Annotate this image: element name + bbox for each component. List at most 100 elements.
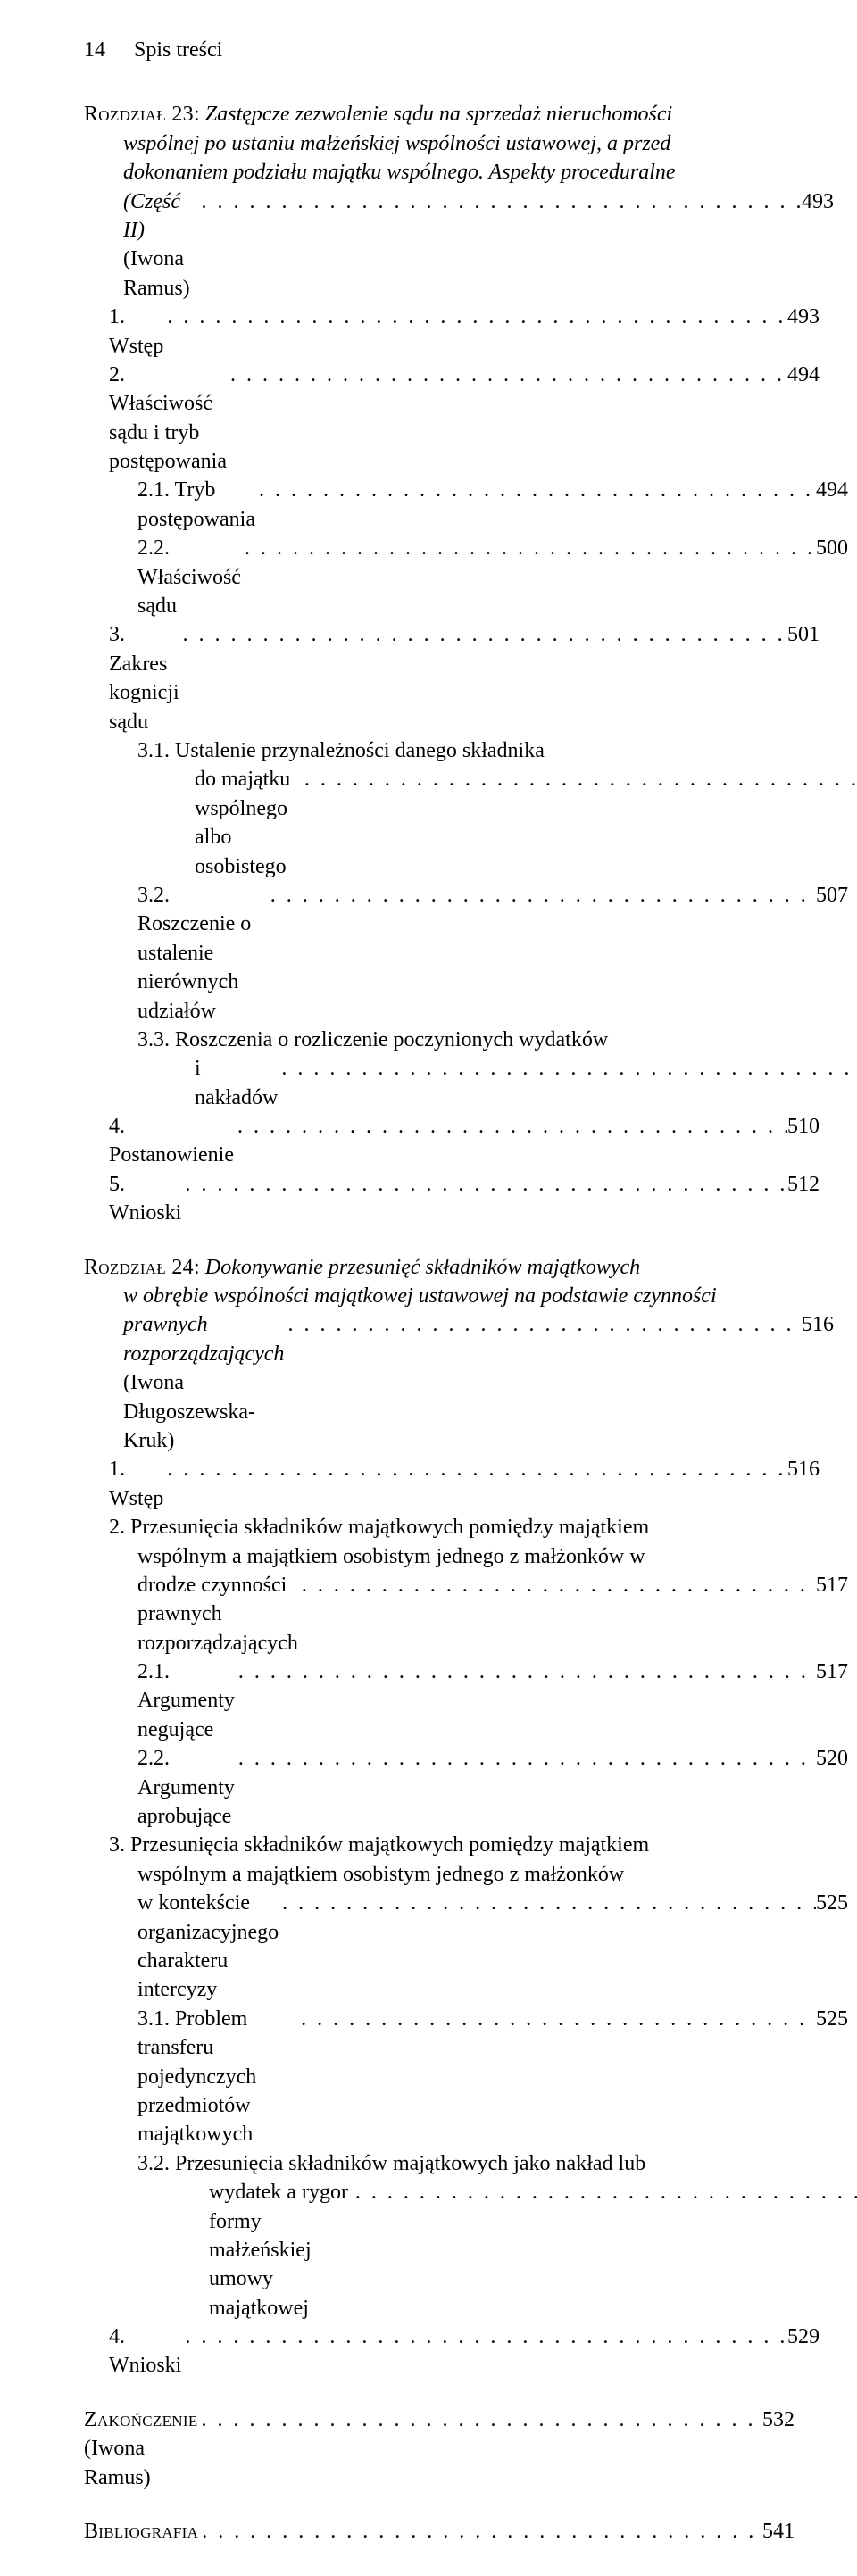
toc-entry: wydatek a rygor formy małżeńskiej umowy … [84, 2178, 857, 2323]
toc-text: 2. Właściwość sądu i tryb postępowania [109, 361, 227, 477]
toc-leader: . . . . . . . . . . . . . . . . . . . . … [278, 1054, 857, 1083]
chapter-title-line: w obrębie wspólności majątkowej ustawowe… [84, 1282, 795, 1310]
toc-entry: 1. Wstęp . . . . . . . . . . . . . . . .… [84, 1455, 820, 1513]
toc-text: 1. Wstęp [109, 303, 163, 361]
toc-entry: 3.1. Problem transferu pojedynczych prze… [84, 2005, 848, 2149]
toc-text: wydatek a rygor formy małżeńskiej umowy … [209, 2178, 352, 2323]
toc-leader: . . . . . . . . . . . . . . . . . . . . … [279, 1889, 816, 1917]
toc-text: 4. Wnioski [109, 2323, 181, 2381]
toc-page-number: 517 [816, 1658, 848, 1686]
toc-page-number: 493 [787, 303, 820, 331]
chapter-title-part: (Część II) [123, 190, 180, 242]
toc-leader: . . . . . . . . . . . . . . . . . . . . … [284, 1310, 802, 1339]
toc-entry: i nakładów . . . . . . . . . . . . . . .… [84, 1054, 857, 1112]
toc-page-number: 494 [787, 361, 820, 389]
toc-entry: 2. Właściwość sądu i tryb postępowania .… [84, 361, 820, 477]
toc-text: 2.1. Tryb postępowania [137, 476, 255, 534]
toc-leader: . . . . . . . . . . . . . . . . . . . . … [163, 303, 787, 331]
bibliography-label: Bibliografia [84, 2517, 198, 2546]
toc-page-number: 501 [787, 620, 820, 649]
toc-page-number: 512 [787, 1170, 820, 1199]
toc-leader: . . . . . . . . . . . . . . . . . . . . … [255, 476, 816, 504]
chapter-23-title: Rozdział 23: Zastępcze zezwolenie sądu n… [84, 100, 795, 303]
toc-entry-multiline: wspólnym a majątkiem osobistym jednego z… [84, 1542, 795, 1571]
chapter-label: Rozdział 23: [84, 103, 200, 126]
chapter-author: (Iwona Długoszewska-Kruk) [123, 1371, 255, 1452]
toc-entry-multiline: 3.3. Roszczenia o rozliczenie poczyniony… [84, 1026, 795, 1054]
toc-entry: 4. Postanowienie . . . . . . . . . . . .… [84, 1112, 820, 1170]
chapter-title-line: wspólnej po ustaniu małżeńskiej wspólnoś… [84, 129, 795, 158]
toc-page-number: 525 [816, 2005, 848, 2033]
chapter-23: Rozdział 23: Zastępcze zezwolenie sądu n… [84, 100, 795, 1227]
toc-page-number: 500 [816, 534, 848, 562]
toc-leader: . . . . . . . . . . . . . . . . . . . . … [267, 881, 816, 910]
toc-entry: do majątku wspólnego albo osobistego . .… [84, 765, 857, 881]
toc-text: 2.2. Właściwość sądu [137, 534, 241, 620]
toc-page-number: 507 [816, 881, 848, 910]
chapter-author: (Iwona Ramus) [123, 247, 190, 299]
bibliography-section: Bibliografia . . . . . . . . . . . . . .… [84, 2517, 795, 2546]
toc-text: 3.2. Roszczenie o ustalenie nierównych u… [137, 881, 267, 1026]
toc-entry-multiline: 2. Przesunięcia składników majątkowych p… [84, 1513, 795, 1541]
toc-entry-multiline: 3.2. Przesunięcia składników majątkowych… [84, 2149, 795, 2178]
toc-entry: 5. Wnioski . . . . . . . . . . . . . . .… [84, 1170, 820, 1228]
toc-page-number: 541 [762, 2517, 795, 2546]
toc-text: 1. Wstęp [109, 1455, 163, 1513]
toc-leader: . . . . . . . . . . . . . . . . . . . . … [352, 2178, 857, 2206]
toc-page-number: 532 [762, 2406, 795, 2434]
toc-entry-multiline: wspólnym a majątkiem osobistym jednego z… [84, 1860, 795, 1889]
toc-page-number: 516 [787, 1455, 820, 1483]
toc-entry: 2.1. Tryb postępowania . . . . . . . . .… [84, 476, 848, 534]
page-number: 14 [84, 36, 105, 64]
closing-author: (Iwona Ramus) [84, 2437, 151, 2489]
closing-line: Zakończenie (Iwona Ramus) . . . . . . . … [84, 2406, 795, 2492]
toc-page-number: 516 [802, 1310, 834, 1339]
chapter-24: Rozdział 24: Dokonywanie przesunięć skła… [84, 1253, 795, 2381]
toc-entry: drodze czynności prawnych rozporządzając… [84, 1571, 848, 1658]
toc-leader: . . . . . . . . . . . . . . . . . . . . … [235, 1744, 816, 1773]
toc-leader: . . . . . . . . . . . . . . . . . . . . … [241, 534, 816, 562]
toc-text: 5. Wnioski [109, 1170, 181, 1228]
toc-page-number: 529 [787, 2323, 820, 2351]
toc-leader: . . . . . . . . . . . . . . . . . . . . … [179, 620, 787, 649]
toc-text: 3.1. Problem transferu pojedynczych prze… [137, 2005, 297, 2149]
toc-entry: w kontekście organizacyjnego charakteru … [84, 1889, 848, 2005]
toc-entry: 4. Wnioski . . . . . . . . . . . . . . .… [84, 2323, 820, 2381]
toc-leader: . . . . . . . . . . . . . . . . . . . . … [234, 1112, 787, 1141]
toc-page-number: 493 [802, 187, 834, 216]
toc-leader: . . . . . . . . . . . . . . . . . . . . … [163, 1455, 787, 1483]
toc-page-number: 525 [816, 1889, 848, 1917]
bibliography-line: Bibliografia . . . . . . . . . . . . . .… [84, 2517, 795, 2546]
toc-page-number: 494 [816, 476, 848, 504]
toc-leader: . . . . . . . . . . . . . . . . . . . . … [301, 765, 857, 794]
chapter-label: Rozdział 24: [84, 1256, 200, 1279]
chapter-title-line: Zastępcze zezwolenie sądu na sprzedaż ni… [200, 103, 672, 126]
toc-page-number: 517 [816, 1571, 848, 1600]
toc-leader: . . . . . . . . . . . . . . . . . . . . … [181, 1170, 787, 1199]
toc-page-number: 520 [816, 1744, 848, 1773]
toc-entry: 1. Wstęp . . . . . . . . . . . . . . . .… [84, 303, 820, 361]
chapter-author-line: prawnych rozporządzających (Iwona Długos… [84, 1310, 834, 1455]
chapter-title-line: prawnych rozporządzających [123, 1313, 284, 1365]
toc-leader: . . . . . . . . . . . . . . . . . . . . … [235, 1658, 816, 1686]
toc-leader: . . . . . . . . . . . . . . . . . . . . … [297, 2005, 816, 2033]
toc-leader: . . . . . . . . . . . . . . . . . . . . … [181, 2323, 787, 2351]
toc-leader: . . . . . . . . . . . . . . . . . . . . … [298, 1571, 816, 1600]
toc-entry: 3. Zakres kognicji sądu . . . . . . . . … [84, 620, 820, 736]
toc-page-number: 510 [787, 1112, 820, 1141]
toc-entry-multiline: 3.1. Ustalenie przynależności danego skł… [84, 736, 795, 765]
toc-text: 4. Postanowienie [109, 1112, 234, 1170]
toc-text: drodze czynności prawnych rozporządzając… [137, 1571, 298, 1658]
toc-entry: 2.2. Właściwość sądu . . . . . . . . . .… [84, 534, 848, 620]
toc-text: i nakładów [195, 1054, 278, 1112]
header-title: Spis treści [134, 36, 222, 64]
toc-leader: . . . . . . . . . . . . . . . . . . . . … [198, 2517, 762, 2546]
toc-text: w kontekście organizacyjnego charakteru … [137, 1889, 279, 2005]
toc-leader: . . . . . . . . . . . . . . . . . . . . … [227, 361, 787, 389]
chapter-title-line: Dokonywanie przesunięć składników majątk… [200, 1256, 640, 1279]
toc-leader: . . . . . . . . . . . . . . . . . . . . … [198, 187, 802, 216]
toc-text: do majątku wspólnego albo osobistego [195, 765, 301, 881]
toc-entry-multiline: 3. Przesunięcia składników majątkowych p… [84, 1831, 795, 1859]
toc-entry: 2.2. Argumenty aprobujące . . . . . . . … [84, 1744, 848, 1831]
page-header: 14 Spis treści [84, 36, 795, 64]
